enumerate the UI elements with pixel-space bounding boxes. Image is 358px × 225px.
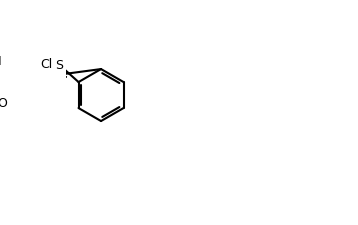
Text: O: O (0, 97, 7, 110)
Text: Cl: Cl (40, 58, 52, 71)
Text: HN: HN (0, 55, 2, 68)
Text: S: S (55, 59, 63, 72)
